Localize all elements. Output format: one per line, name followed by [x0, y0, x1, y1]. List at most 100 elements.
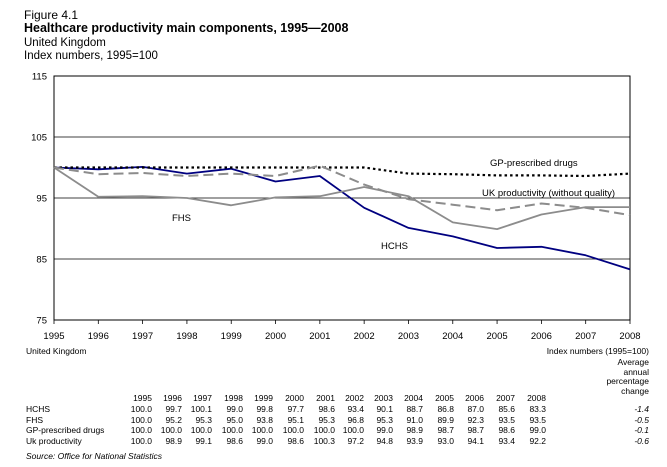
table-cell: 87.0	[467, 404, 484, 414]
avg-change-header: percentage	[606, 376, 649, 387]
table-year-header: 2001	[316, 393, 335, 403]
table-year-header: 1998	[224, 393, 243, 403]
table-year-header: 1999	[254, 393, 273, 403]
x-tick-label: 2008	[619, 331, 640, 342]
table-avg-change: -0.6	[634, 435, 649, 446]
table-cell: 100.0	[342, 425, 364, 435]
table-row-label: Uk productivity	[26, 435, 82, 446]
table-cell: 93.8	[256, 414, 273, 425]
table-cell: 100.0	[130, 425, 152, 435]
table-cell: 95.1	[287, 414, 304, 425]
table-avg-change: -1.4	[634, 404, 649, 414]
x-tick-label: 2001	[309, 331, 330, 342]
x-tick-label: 2003	[398, 331, 419, 342]
table-year-header: 2002	[345, 393, 364, 403]
chart-subtitle-region: United Kingdom	[24, 37, 106, 49]
series-line-uk-productivity-without-quality	[53, 164, 631, 217]
chart-subtitle-units: Index numbers, 1995=100	[24, 50, 158, 62]
y-tick-label: 95	[36, 194, 47, 205]
table-cell: 98.6	[318, 404, 335, 414]
x-tick-label: 2005	[487, 331, 508, 342]
table-cell: 95.3	[318, 414, 335, 425]
table-cell: 91.0	[406, 414, 423, 425]
figure-label: Figure 4.1	[24, 8, 79, 22]
y-tick-label: 85	[36, 255, 47, 266]
table-cell: 94.1	[467, 435, 484, 446]
table-cell: 99.1	[195, 435, 212, 446]
avg-change-header: Average	[617, 357, 649, 367]
table-caption-right: Index numbers (1995=100)	[546, 346, 649, 356]
table-cell: 100.0	[190, 425, 212, 435]
table-cell: 90.1	[376, 404, 393, 414]
series-annotation: GP-prescribed drugs	[490, 158, 578, 169]
table-cell: 100.0	[160, 425, 182, 435]
y-tick-label: 105	[31, 133, 47, 144]
x-tick-label: 1995	[43, 331, 64, 342]
table-cell: 85.6	[498, 404, 515, 414]
x-tick-label: 1998	[176, 331, 197, 342]
table-cell: 92.2	[529, 435, 546, 446]
series-annotation: FHS	[172, 213, 191, 224]
table-year-header: 2004	[404, 393, 423, 403]
table-cell: 97.7	[287, 404, 304, 414]
table-year-header: 1995	[133, 393, 152, 403]
chart-title: Healthcare productivity main components,…	[24, 21, 349, 35]
x-tick-label: 1997	[132, 331, 153, 342]
table-cell: 83.3	[529, 404, 546, 414]
table-year-header: 2007	[496, 393, 515, 403]
table-cell: 98.9	[165, 435, 182, 446]
table-avg-change: -0.1	[634, 425, 649, 435]
series-annotation: HCHS	[381, 241, 408, 252]
series-annotation: UK productivity (without quality)	[482, 188, 615, 199]
table-cell: 100.0	[251, 425, 273, 435]
table-year-header: 1996	[163, 393, 182, 403]
table-cell: 100.0	[130, 435, 152, 446]
table-cell: 98.7	[467, 425, 484, 435]
table-cell: 100.0	[221, 425, 243, 435]
x-tick-label: 2004	[442, 331, 463, 342]
table-year-header: 2005	[435, 393, 454, 403]
table-cell: 100.0	[313, 425, 335, 435]
table-cell: 99.8	[256, 404, 273, 414]
table-cell: 88.7	[406, 404, 423, 414]
table-cell: 100.0	[130, 414, 152, 425]
table-cell: 93.5	[529, 414, 546, 425]
table-cell: 94.8	[376, 435, 393, 446]
y-tick-label: 115	[32, 72, 47, 83]
table-cell: 99.0	[529, 425, 546, 435]
table-cell: 100.3	[313, 435, 335, 446]
series-line-gp-prescribed-drugs	[54, 166, 631, 178]
x-tick-label: 1999	[221, 331, 242, 342]
table-cell: 100.0	[282, 425, 304, 435]
table-cell: 95.2	[165, 414, 182, 425]
table-year-header: 2006	[465, 393, 484, 403]
table-cell: 89.9	[437, 414, 454, 425]
table-row-label: FHS	[26, 414, 43, 425]
table-year-header: 2000	[285, 393, 304, 403]
line-chart: 75 85 95 105 115 1995 1996 1997 1998 1999 2000 2001…	[31, 72, 640, 343]
table-cell: 97.2	[347, 435, 364, 446]
source-note: Source: Office for National Statistics	[26, 451, 163, 461]
table-cell: 99.7	[165, 404, 182, 414]
avg-change-header: change	[621, 386, 649, 397]
table-cell: 98.6	[498, 425, 515, 435]
table-year-header: 2003	[374, 393, 393, 403]
table-cell: 99.0	[226, 404, 243, 414]
table-cell: 92.3	[467, 414, 484, 425]
table-cell: 99.0	[376, 425, 393, 435]
table-cell: 93.4	[347, 404, 364, 414]
table-caption-left: United Kingdom	[26, 346, 87, 356]
table-cell: 93.4	[498, 435, 515, 446]
table-row-label: HCHS	[26, 404, 51, 414]
x-tick-label: 2002	[354, 331, 375, 342]
table-cell: 98.9	[406, 425, 423, 435]
table-cell: 93.5	[498, 414, 515, 425]
table-cell: 98.6	[226, 435, 243, 446]
series-line-hchs	[53, 165, 631, 271]
table-cell: 86.8	[437, 404, 454, 414]
avg-change-header: annual	[623, 366, 649, 377]
series-line-fhs	[53, 166, 630, 231]
table-year-header: 1997	[193, 393, 212, 403]
x-tick-label: 2006	[531, 331, 552, 342]
table-cell: 93.9	[406, 435, 423, 446]
